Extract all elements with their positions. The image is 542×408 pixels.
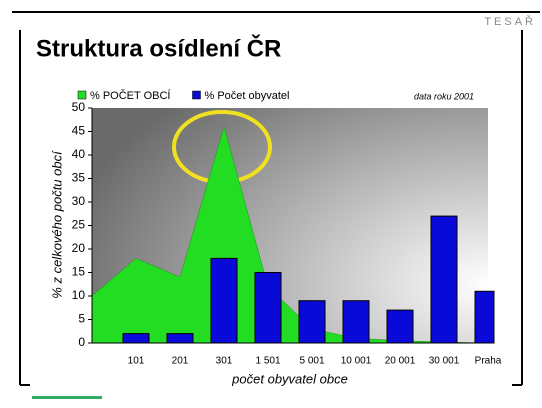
brand: TESAŘ (484, 15, 536, 28)
bar (342, 300, 370, 344)
y-tick-label: 15 (72, 265, 86, 279)
y-tick-label: 25 (72, 218, 86, 232)
x-tick-label: 301 (216, 356, 233, 367)
x-tick-label: 201 (172, 356, 189, 367)
x-tick-label: 1 501 (255, 356, 280, 367)
bar (430, 215, 458, 344)
bar (122, 333, 150, 344)
annotation: data roku 2001 (414, 91, 474, 101)
y-tick-label: 40 (72, 147, 86, 161)
y-tick-label: 30 (72, 194, 86, 208)
legend-label: % POČET OBCÍ (90, 89, 171, 102)
y-tick-label: 45 (72, 124, 86, 138)
bar (386, 309, 414, 344)
legend-swatch (77, 90, 87, 100)
bar (298, 300, 326, 344)
y-tick-label: 50 (72, 100, 86, 114)
y-axis-label: % z celkového počtu obcí (49, 150, 64, 299)
bar (474, 290, 495, 344)
bar (166, 333, 194, 344)
bar (210, 257, 238, 344)
x-tick-label: 101 (128, 356, 145, 367)
y-tick-label: 10 (72, 288, 86, 302)
y-tick-label: 20 (72, 241, 86, 255)
x-tick-label: 20 001 (385, 356, 416, 367)
x-tick-label: 5 001 (299, 356, 324, 367)
y-tick-label: 0 (78, 335, 85, 349)
footer-logo (32, 396, 102, 399)
chart-title: Struktura osídlení ČR (36, 34, 281, 62)
y-tick-label: 5 (78, 312, 85, 326)
x-tick-label: 30 001 (429, 356, 460, 367)
x-tick-label: 10 001 (341, 356, 372, 367)
y-tick-label: 35 (72, 171, 86, 185)
legend-swatch (192, 90, 201, 100)
bar (254, 272, 282, 344)
x-tick-label: Praha (475, 356, 502, 367)
legend-label: % Počet obyvatel (204, 90, 289, 102)
x-axis-label: počet obyvatel obce (231, 371, 348, 386)
